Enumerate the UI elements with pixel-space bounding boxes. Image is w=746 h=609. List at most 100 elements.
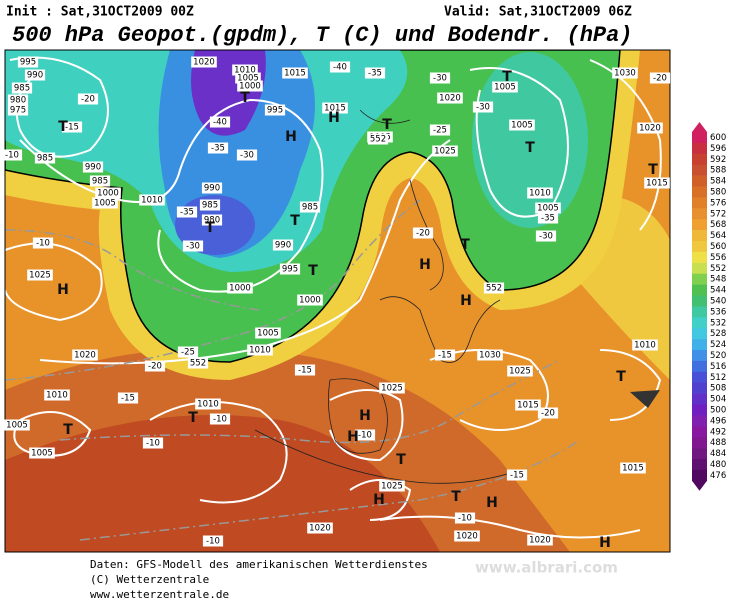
isotherm-label-box — [202, 535, 224, 547]
isobar-label: 1000 — [299, 296, 321, 306]
isobar-label-box — [235, 72, 261, 84]
colorbar-swatch — [692, 164, 707, 176]
isobar-label: 1010 — [249, 346, 271, 356]
colorbar-swatch — [692, 328, 707, 340]
isobar-label-box — [432, 145, 458, 157]
isotherm-label: -20 — [416, 229, 430, 239]
pressure-center: T — [460, 237, 470, 253]
isotherm-label: 552 — [370, 135, 386, 145]
pressure-center: H — [599, 535, 611, 551]
isobar-label-box — [247, 344, 273, 356]
colorbar-swatch — [692, 175, 707, 187]
isobar-label: 1030 — [479, 351, 501, 361]
colorbar-label: 496 — [710, 416, 726, 426]
isobar-label: 980 — [204, 216, 220, 226]
isobar-label: 1005 — [31, 449, 53, 459]
isobar-label-box — [379, 382, 405, 394]
isotherm-label-box — [429, 124, 451, 136]
colorbar-label: 512 — [710, 373, 726, 383]
colorbar-label: 536 — [710, 307, 726, 317]
isobar-label-box — [437, 92, 463, 104]
isobar-label-box — [201, 182, 223, 194]
isobar-label-box — [322, 102, 348, 114]
isobar-label: 1010 — [634, 341, 656, 351]
isobar-label-box — [34, 152, 56, 164]
isobar-label: 1005 — [537, 204, 559, 214]
pressure-center: T — [63, 422, 73, 438]
isobar-label: 1020 — [639, 124, 661, 134]
isobar-label-box — [644, 177, 670, 189]
isobar-label: 985 — [14, 84, 30, 94]
isotherm-label: -35 — [541, 214, 555, 224]
isobar-label: 985 — [302, 203, 318, 213]
isobar-label: 1025 — [381, 482, 403, 492]
isotherm-label-box — [61, 121, 83, 133]
isotherm-label-box — [535, 230, 557, 242]
colorbar-swatch — [692, 393, 707, 405]
isobar-label-box — [509, 119, 535, 131]
pressure-center: T — [205, 220, 215, 236]
isobar-label: 995 — [267, 106, 283, 116]
isobar-label: 995 — [282, 265, 298, 275]
isobar-label: 1015 — [284, 69, 306, 79]
isobar-label-box — [191, 56, 217, 68]
colorbar-swatch — [692, 415, 707, 427]
colorbar-label: 480 — [710, 460, 726, 470]
colorbar-label: 600 — [710, 133, 726, 143]
isobar-label-box — [7, 104, 29, 116]
colorbar-cap — [692, 480, 707, 491]
isobar-label-box — [139, 194, 165, 206]
isotherm-label-box — [176, 206, 198, 218]
isotherm-label: -15 — [510, 471, 524, 481]
footer-line: Daten: GFS-Modell des amerikanischen Wet… — [90, 558, 428, 571]
isotherm-label-box — [367, 133, 389, 145]
pressure-center: T — [382, 117, 392, 133]
isotherm-label-box — [236, 149, 258, 161]
isotherm-label-box — [177, 346, 199, 358]
pressure-center: H — [285, 129, 297, 145]
cold-east — [472, 52, 588, 228]
isobar-label: 1005 — [94, 199, 116, 209]
isobar-label-box — [29, 447, 55, 459]
colorbar-label: 584 — [710, 177, 726, 187]
colorbar-label: 532 — [710, 318, 726, 328]
isotherm-label: -30 — [240, 151, 254, 161]
pressure-center: T — [396, 452, 406, 468]
isotherm-label: -20 — [541, 409, 555, 419]
pressure-center: H — [347, 429, 359, 445]
isobar-label-box — [632, 339, 658, 351]
isobar-label-box — [72, 349, 98, 361]
isotherm-label-box — [364, 67, 386, 79]
isotherm-label-box — [649, 72, 671, 84]
colorbar-label: 588 — [710, 166, 726, 176]
isobar-label-box — [272, 239, 294, 251]
colorbar-cap — [692, 122, 707, 132]
isobar-label: 1020 — [193, 58, 215, 68]
isobar-label: 980 — [10, 96, 26, 106]
isobar-label: 985 — [92, 177, 108, 187]
isobar-label: 1025 — [381, 384, 403, 394]
isobar-label-box — [232, 64, 258, 76]
isotherm-label-box — [412, 227, 434, 239]
isotherm-label: -15 — [65, 123, 79, 133]
colorbar-label: 548 — [710, 275, 726, 285]
isotherm-label-box — [454, 512, 476, 524]
isobar-label-box — [89, 175, 111, 187]
isotherm-label: -30 — [433, 74, 447, 84]
isobar-label-box — [379, 480, 405, 492]
isobar-label: 1025 — [434, 147, 456, 157]
colorbar-swatch — [692, 273, 707, 285]
colorbar-label: 568 — [710, 220, 726, 230]
isotherm-label: -35 — [180, 208, 194, 218]
pressure-center: H — [328, 110, 340, 126]
colorbar-label: 572 — [710, 209, 726, 219]
map-title: 500 hPa Geopot.(gpdm), T (C) und Bodendr… — [12, 23, 633, 48]
colorbar-label: 500 — [710, 405, 726, 415]
colorbar-swatch — [692, 306, 707, 318]
isotherm-label-box — [472, 101, 494, 113]
colorbar-swatch — [692, 350, 707, 362]
colorbar-swatch — [692, 251, 707, 264]
colorbar-swatch — [692, 197, 707, 209]
isotherms — [5, 199, 581, 541]
